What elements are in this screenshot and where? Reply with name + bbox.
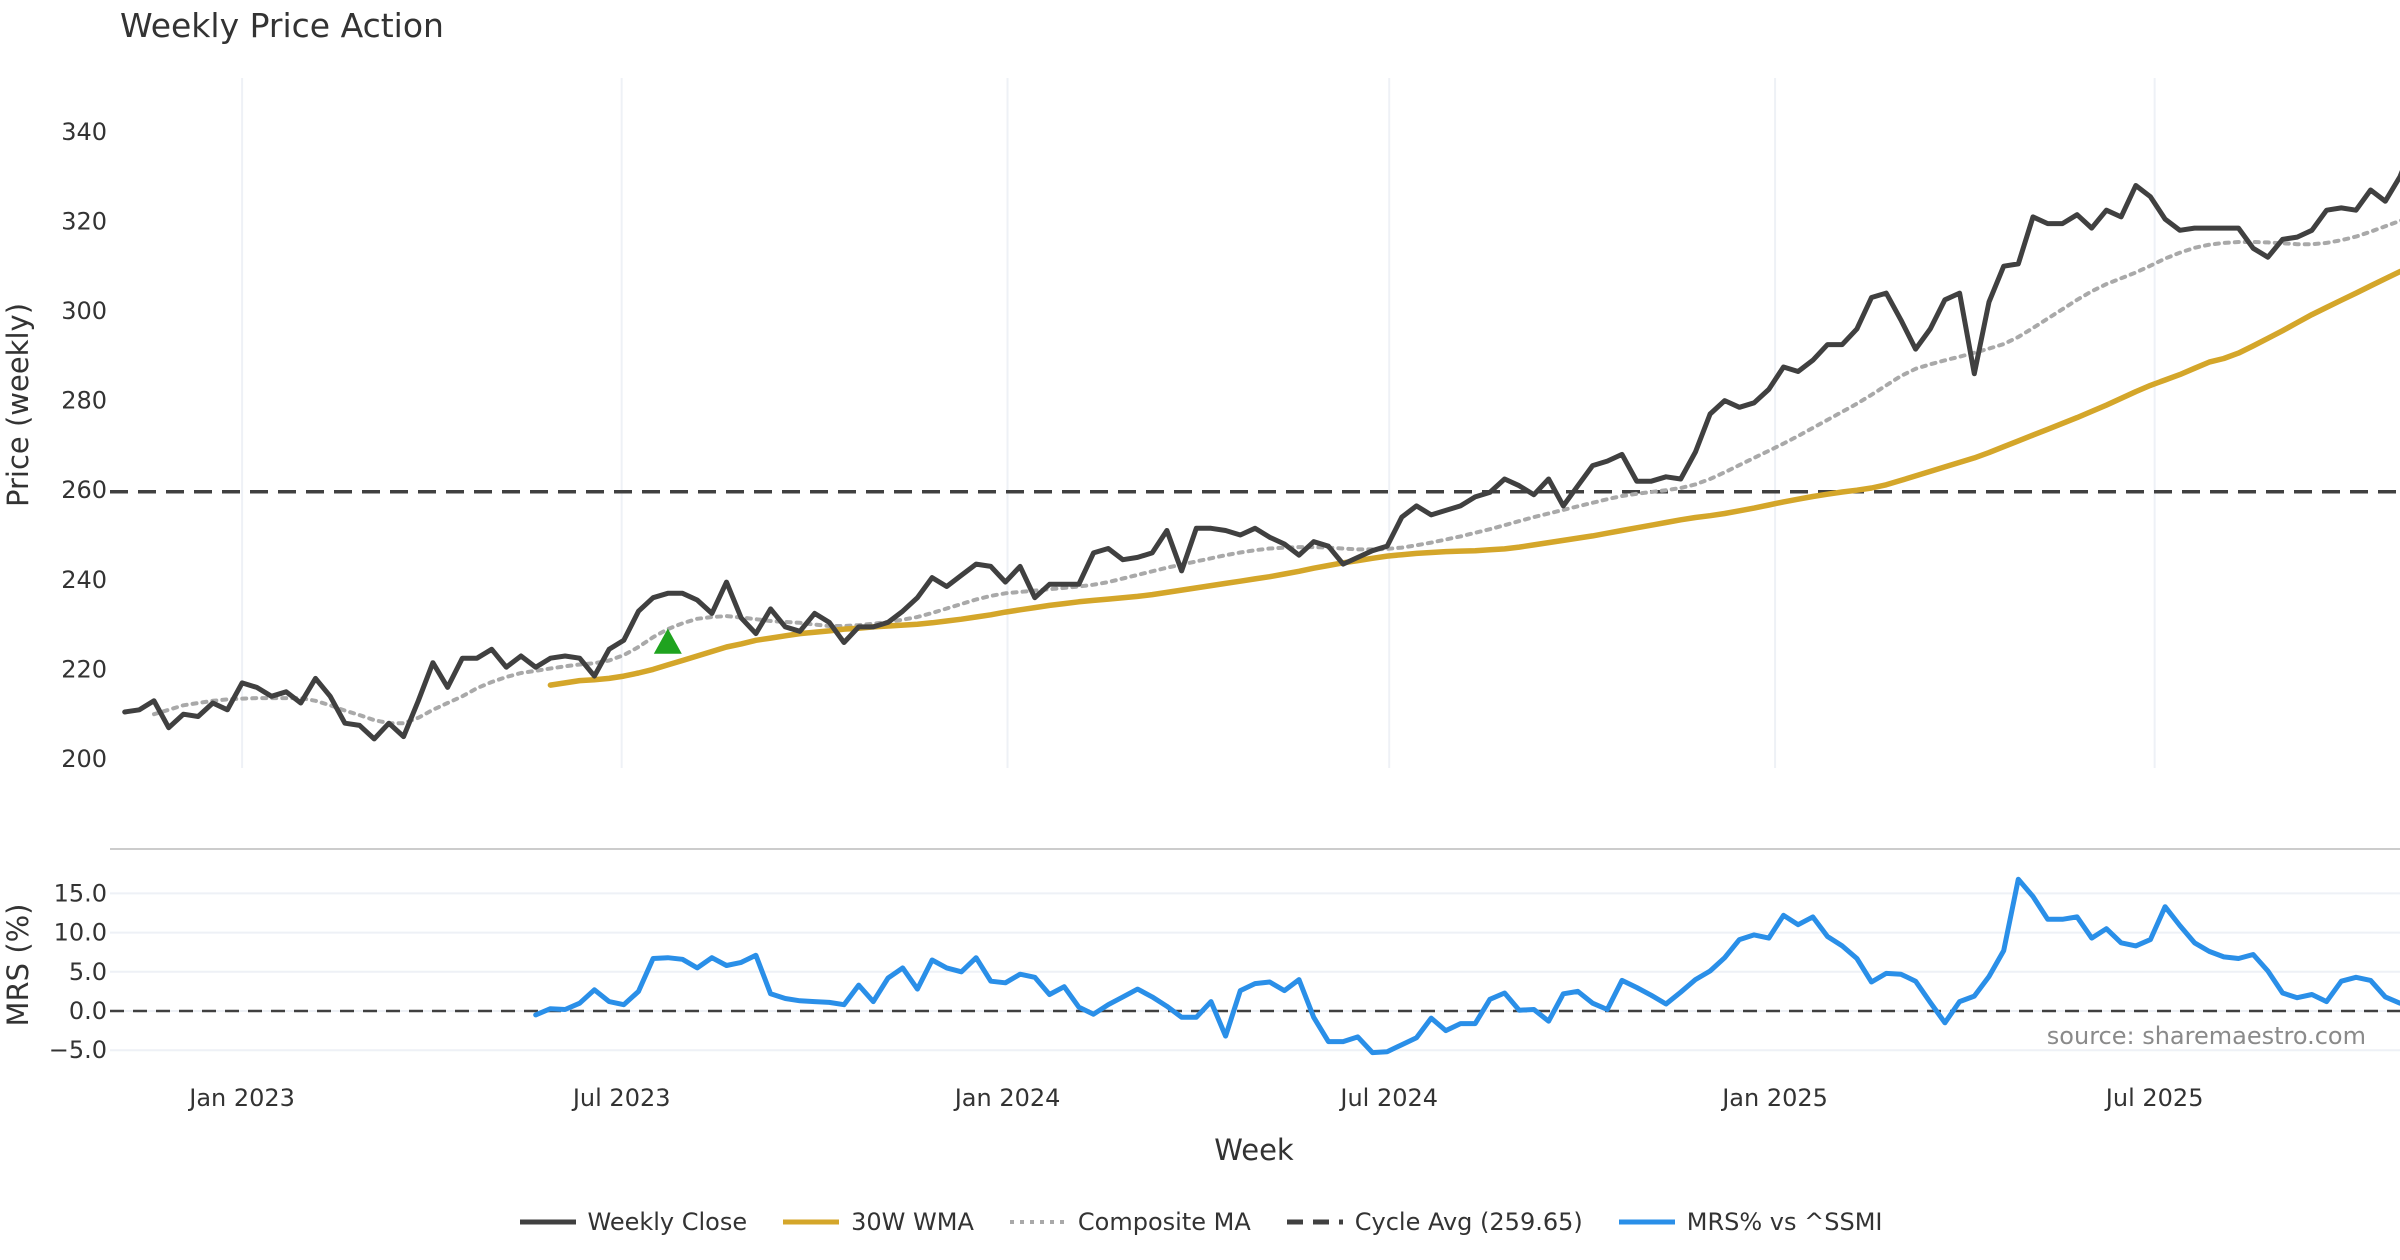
mrs-y-tick-label: 0.0 [69, 997, 107, 1025]
price-series-group [110, 170, 2400, 742]
legend-swatch [1009, 1220, 1066, 1224]
legend-label: 30W WMA [851, 1208, 974, 1236]
price-y-ticks: 200 220 240 260 280 300 320 340 [61, 118, 107, 773]
chart-legend: Weekly Close 30W WMA Composite MA Cycle Avg… [0, 1208, 2400, 1236]
price-y-tick-label: 320 [61, 207, 107, 235]
price-y-tick-label: 240 [61, 566, 107, 594]
x-tick-label: Jul 2023 [571, 1084, 671, 1112]
price-y-tick-label: 260 [61, 476, 107, 504]
mrs-y-tick-label: 10.0 [54, 919, 107, 947]
x-axis-ticks: Jan 2023 Jul 2023 Jan 2024 Jul 2024 Jan 2025… [187, 1084, 2203, 1112]
mrs-series-group [110, 876, 2400, 1056]
chart-title: Weekly Price Action [120, 6, 444, 45]
legend-label: Composite MA [1077, 1208, 1251, 1236]
mrs-y-ticks: −5.0 0.0 5.0 10.0 15.0 [49, 879, 107, 1064]
legend-label: Weekly Close [587, 1208, 748, 1236]
mrs-y-tick-label: 15.0 [54, 879, 107, 907]
price-panel-grid [241, 78, 2156, 768]
price-y-tick-label: 280 [61, 387, 107, 415]
composite-ma-line [152, 218, 2400, 726]
x-tick-label: Jul 2024 [1338, 1084, 1438, 1112]
mrs-y-tick-label: −5.0 [49, 1036, 107, 1064]
x-tick-label: Jan 2025 [1720, 1084, 1828, 1112]
price-y-axis-label: Price (weekly) [1, 303, 35, 507]
source-note: source: sharemaestro.com [2047, 1022, 2366, 1050]
price-y-tick-label: 220 [61, 655, 107, 683]
price-y-tick-label: 340 [61, 118, 107, 146]
legend-swatch [1618, 1219, 1675, 1225]
x-tick-label: Jan 2024 [953, 1084, 1061, 1112]
legend-swatch [1286, 1219, 1343, 1225]
legend-item: Cycle Avg (259.65) [1285, 1208, 1583, 1236]
weekly-close-line [122, 170, 2400, 742]
mrs-line [533, 876, 2400, 1056]
legend-item: 30W WMA [781, 1208, 974, 1236]
legend-label: Cycle Avg (259.65) [1354, 1208, 1583, 1236]
buy-signal-marker [653, 628, 682, 654]
price-y-tick-label: 300 [61, 297, 107, 325]
wma-30w-line [547, 268, 2400, 688]
mrs-y-axis-label: MRS (%) [1, 904, 35, 1027]
legend-item: Weekly Close [518, 1208, 748, 1236]
mrs-y-tick-label: 5.0 [69, 958, 107, 986]
legend-label: MRS% vs ^SSMI [1686, 1208, 1883, 1236]
legend-swatch [783, 1219, 840, 1225]
legend-item: MRS% vs ^SSMI [1617, 1208, 1883, 1236]
price-y-tick-label: 200 [61, 745, 107, 773]
legend-swatch [519, 1219, 576, 1225]
x-tick-label: Jul 2025 [2104, 1084, 2204, 1112]
x-tick-label: Jan 2023 [187, 1084, 295, 1112]
x-axis-label: Week [1214, 1133, 1294, 1167]
legend-item: Composite MA [1008, 1208, 1251, 1236]
